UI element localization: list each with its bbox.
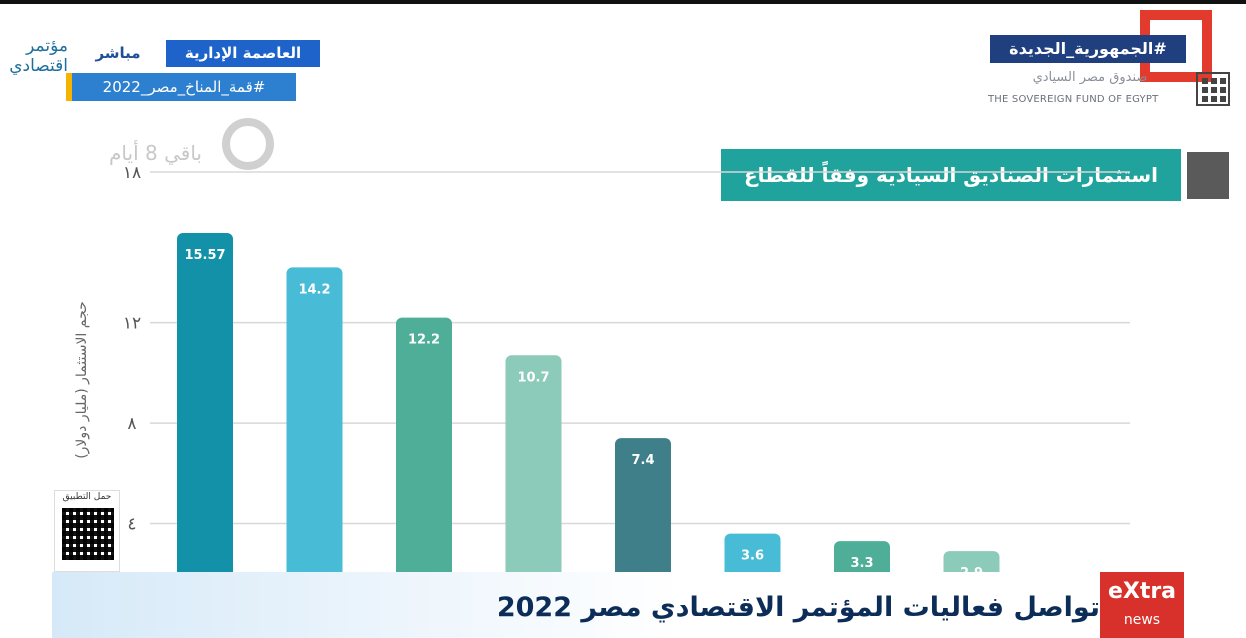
bar-value-label: 12.2 xyxy=(408,333,440,348)
capital-tag: العاصمة الإدارية xyxy=(166,40,320,67)
bar-value-label: 15.57 xyxy=(184,248,225,263)
bar-value-label: 3.3 xyxy=(850,556,873,571)
bar xyxy=(177,233,233,624)
bar xyxy=(505,355,562,624)
bar-value-label: 14.2 xyxy=(298,282,330,297)
chart-title: استثمارات الصناديق السيادية وفقاً للقطاع xyxy=(721,149,1181,201)
bar xyxy=(396,317,452,624)
countdown-text: باقي 8 أيام xyxy=(109,141,202,165)
fund-name-english: THE SOVEREIGN FUND OF EGYPT xyxy=(988,94,1159,105)
bar-value-label: 7.4 xyxy=(631,453,654,468)
climate-summit-hashtag: #قمة_المناخ_مصر_2022 xyxy=(66,73,296,101)
extra-news-logo: eXtra news xyxy=(1100,572,1184,638)
bar-value-label: 10.7 xyxy=(517,370,549,385)
channel-q-icon xyxy=(222,118,274,170)
bar xyxy=(286,267,343,624)
bar-value-label: 3.6 xyxy=(741,549,764,564)
y-tick-label: ٨ xyxy=(127,414,136,434)
y-tick-label: ١٨ xyxy=(123,163,141,183)
building-icon xyxy=(1196,72,1230,106)
title-marker xyxy=(1187,152,1229,199)
qr-pattern xyxy=(62,508,114,560)
y-tick-label: ١٢ xyxy=(123,314,141,334)
live-tag: مباشر xyxy=(70,40,166,67)
qr-label: حمل التطبيق xyxy=(62,492,112,502)
extra-logo-text: eXtra xyxy=(1107,579,1177,604)
ticker-bar xyxy=(52,572,1102,638)
fund-name-arabic: صندوق مصر السيادي xyxy=(1032,70,1148,85)
extra-logo-sub: news xyxy=(1123,612,1161,628)
new-republic-hashtag: #الجمهورية_الجديدة xyxy=(990,35,1186,63)
top-edge xyxy=(0,0,1246,4)
y-tick-label: ٤ xyxy=(127,515,136,535)
economic-conference-logo: مؤتمر اقتصادي xyxy=(9,36,68,76)
y-axis-label: حجم الاستثمار (مليار دولار) xyxy=(74,301,90,459)
ticker-text: تواصل فعاليات المؤتمر الاقتصادي مصر 2022 xyxy=(496,592,1100,623)
